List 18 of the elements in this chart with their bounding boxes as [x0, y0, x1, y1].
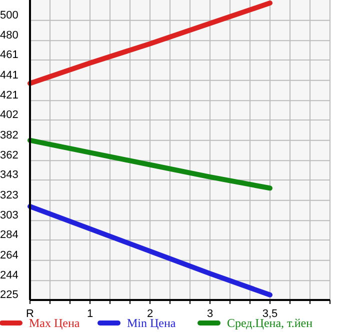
y-tick-label: 303: [0, 210, 18, 222]
y-tick-label: 421: [0, 90, 18, 102]
x-tick-label: 3,5: [262, 308, 278, 320]
y-tick-label: 264: [0, 249, 18, 262]
y-tick-label: 323: [0, 189, 18, 202]
y-tick-label: 402: [0, 109, 18, 121]
y-tick-label: 343: [0, 169, 18, 181]
x-tick-label: 1: [86, 308, 94, 320]
y-tick-label: 225: [0, 289, 18, 301]
y-tick-label: 382: [0, 129, 18, 142]
y-tick-label: 500: [0, 9, 18, 22]
y-tick-label: 461: [0, 49, 18, 61]
y-tick-label: 244: [0, 270, 18, 282]
y-tick-label: 480: [0, 30, 18, 42]
y-tick-label: 441: [0, 69, 18, 82]
y-tick-label: 362: [0, 150, 18, 162]
x-tick-label: 3: [206, 308, 214, 320]
y-tick-label: 284: [0, 229, 18, 241]
